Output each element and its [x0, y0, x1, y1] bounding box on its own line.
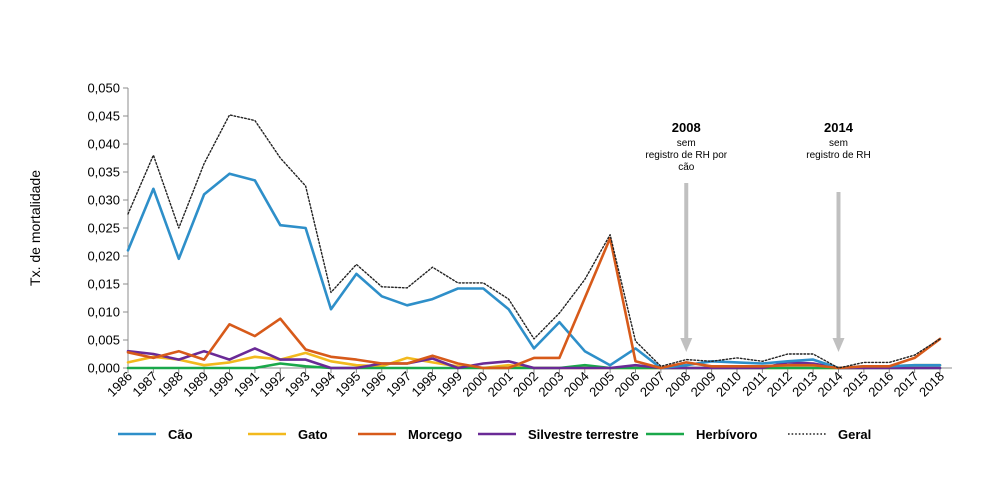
x-tick-label: 1990 — [206, 369, 237, 400]
annotation-text: cão — [678, 162, 695, 173]
x-tick-label: 1999 — [434, 369, 465, 400]
x-tick-label: 2018 — [916, 369, 947, 400]
y-tick-label: 0,010 — [87, 305, 120, 320]
y-tick-label: 0,020 — [87, 249, 120, 264]
legend-label: Gato — [298, 427, 328, 442]
series-layer — [126, 114, 942, 370]
x-tick-label: 2014 — [815, 369, 846, 400]
down-arrow-head — [832, 338, 845, 352]
y-tick-label: 0,000 — [87, 361, 120, 376]
y-tick-label: 0,030 — [87, 193, 120, 208]
x-tick-label: 1998 — [409, 369, 440, 400]
x-tick-label: 2004 — [561, 369, 592, 400]
x-tick-label: 2011 — [739, 369, 769, 399]
down-arrow-head — [680, 338, 693, 352]
x-tick-label: 2010 — [713, 369, 744, 400]
annotation-year: 2014 — [824, 120, 854, 135]
y-tick-label: 0,040 — [87, 137, 120, 152]
x-tick-label: 2003 — [535, 369, 566, 400]
axes: 0,000 0,005 0,010 0,015 0,020 0,025 0,030 0,035… — [87, 81, 952, 400]
x-tick-label: 1987 — [129, 369, 160, 400]
annotation-year: 2008 — [672, 120, 701, 135]
series-line-morcego — [126, 236, 942, 370]
legend: Cão Gato Morcego Silvestre terrestre Herbívo… — [118, 427, 871, 442]
y-axis-label: Tx. de mortalidade — [27, 170, 43, 286]
x-tick-label: 2006 — [612, 369, 643, 400]
x-tick-label: 2002 — [510, 369, 541, 400]
series-line-silvestre-terrestre — [126, 347, 942, 370]
series-line-c-o — [126, 172, 942, 370]
x-tick-label: 2005 — [586, 369, 617, 400]
x-tick-label: 2007 — [637, 369, 668, 400]
x-tick-label: 2013 — [789, 369, 820, 400]
annotation-text: sem — [829, 138, 848, 149]
x-tick-label: 2009 — [688, 369, 719, 400]
y-tick-label: 0,005 — [87, 333, 120, 348]
annotation-text: registro de RH — [806, 150, 870, 161]
y-tick-label: 0,050 — [87, 81, 120, 96]
y-tick-label: 0,015 — [87, 277, 120, 292]
annotation-text: registro de RH por — [645, 150, 727, 161]
x-tick-label: 2000 — [459, 369, 490, 400]
series-line-geral — [127, 114, 941, 369]
legend-label: Silvestre terrestre — [528, 427, 639, 442]
legend-label: Cão — [168, 427, 193, 442]
x-tick-label: 1993 — [282, 369, 313, 400]
annotation-text: sem — [677, 138, 696, 149]
x-tick-label: 1989 — [180, 369, 211, 400]
x-tick-label: 2008 — [662, 369, 693, 400]
x-tick-label: 2012 — [764, 369, 795, 400]
legend-label: Morcego — [408, 427, 462, 442]
x-tick-label: 1995 — [332, 369, 363, 400]
x-tick-label: 2017 — [891, 369, 922, 400]
x-tick-label: 2015 — [840, 369, 871, 400]
x-tick-label: 2001 — [485, 369, 516, 400]
x-tick-label: 2016 — [865, 369, 896, 400]
y-tick-label: 0,045 — [87, 109, 120, 124]
x-tick-label: 1991 — [231, 369, 262, 400]
x-tick-label: 1988 — [155, 369, 186, 400]
legend-label: Geral — [838, 427, 871, 442]
legend-label: Herbívoro — [696, 427, 757, 442]
x-tick-label: 1994 — [307, 369, 338, 400]
y-tick-label: 0,035 — [87, 165, 120, 180]
x-tick-label: 1992 — [256, 369, 287, 400]
y-tick-label: 0,025 — [87, 221, 120, 236]
x-tick-label: 1997 — [383, 369, 414, 400]
x-tick-label: 1996 — [358, 369, 389, 400]
